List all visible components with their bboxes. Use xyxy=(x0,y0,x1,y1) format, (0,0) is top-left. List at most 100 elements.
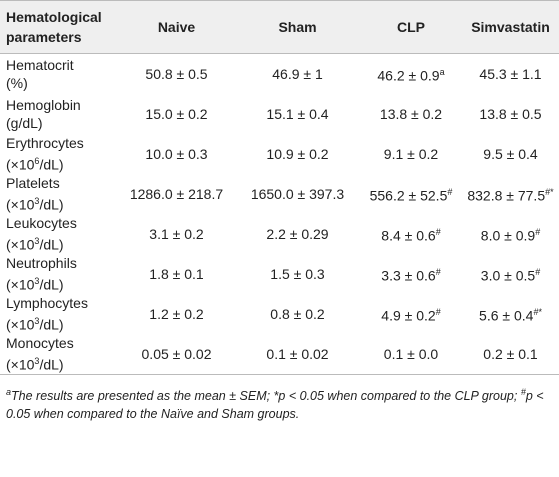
value-text: 3.0 ± 0.5 xyxy=(480,267,536,284)
value-text: 4.9 ± 0.2 xyxy=(381,307,436,324)
footnote-text: The results are presented as the mean ± … xyxy=(11,389,521,404)
unit-part: /dL) xyxy=(39,196,64,213)
value-superscript: # xyxy=(435,307,441,318)
table-row: Leukocytes (×103/dL) 3.1 ± 0.2 2.2 ± 0.29 8.… xyxy=(0,214,559,254)
table-row: Hemoglobin (g/dL) 15.0 ± 0.2 15.1 ± 0.4 13.8… xyxy=(0,94,559,134)
value-text: 10.9 ± 0.2 xyxy=(266,146,329,162)
table-row: Platelets (×103/dL) 1286.0 ± 218.7 1650.0 ±… xyxy=(0,174,559,214)
value-cell: 8.4 ± 0.6# xyxy=(360,214,462,254)
table-row: Lymphocytes (×103/dL) 1.2 ± 0.2 0.8 ± 0.2 4.… xyxy=(0,294,559,334)
value-cell: 556.2 ± 52.5# xyxy=(360,174,462,214)
value-text: 1650.0 ± 397.3 xyxy=(250,186,345,202)
value-text: 8.0 ± 0.9 xyxy=(480,227,536,244)
value-superscript: # xyxy=(435,267,441,278)
footnote-superscript: # xyxy=(520,387,526,397)
table-row: Hematocrit (%) 50.8 ± 0.5 46.9 ± 1 46.2 ± 0.… xyxy=(0,54,559,95)
value-cell: 0.1 ± 0.02 xyxy=(235,334,360,375)
parameter-name: Monocytes xyxy=(6,335,74,352)
value-cell: 3.3 ± 0.6# xyxy=(360,254,462,294)
value-cell: 46.9 ± 1 xyxy=(235,54,360,95)
value-superscript: # xyxy=(447,187,453,198)
value-cell: 1650.0 ± 397.3 xyxy=(235,174,360,214)
table-row: Neutrophils (×103/dL) 1.8 ± 0.1 1.5 ± 0.3 3.… xyxy=(0,254,559,294)
value-cell: 15.1 ± 0.4 xyxy=(235,94,360,134)
value-text: 0.1 ± 0.0 xyxy=(383,346,439,362)
value-text: 50.8 ± 0.5 xyxy=(145,66,208,82)
unit-part: /dL) xyxy=(39,156,64,173)
unit-part: (×10 xyxy=(6,276,35,293)
value-cell: 1.2 ± 0.2 xyxy=(118,294,235,334)
value-cell: 13.8 ± 0.2 xyxy=(360,94,462,134)
parameter-cell: Hemoglobin (g/dL) xyxy=(0,94,118,134)
value-cell: 10.9 ± 0.2 xyxy=(235,134,360,174)
parameter-cell: Hematocrit (%) xyxy=(0,54,118,95)
value-cell: 9.1 ± 0.2 xyxy=(360,134,462,174)
value-text: 13.8 ± 0.2 xyxy=(379,106,443,122)
value-cell: 0.05 ± 0.02 xyxy=(118,334,235,375)
value-cell: 2.2 ± 0.29 xyxy=(235,214,360,254)
value-text: 45.3 ± 1.1 xyxy=(479,66,542,82)
table-row: Monocytes (×103/dL) 0.05 ± 0.02 0.1 ± 0.02 0… xyxy=(0,334,559,375)
value-text: 0.8 ± 0.2 xyxy=(270,306,325,322)
value-text: 2.2 ± 0.29 xyxy=(266,226,329,242)
unit-part: /dL) xyxy=(39,356,64,373)
value-cell: 0.1 ± 0.0 xyxy=(360,334,462,375)
value-cell: 3.1 ± 0.2 xyxy=(118,214,235,254)
value-cell: 9.5 ± 0.4 xyxy=(462,134,559,174)
value-text: 15.1 ± 0.4 xyxy=(266,106,329,122)
value-text: 1.8 ± 0.1 xyxy=(149,266,204,282)
value-text: 46.9 ± 1 xyxy=(272,66,323,82)
unit-part: 6 xyxy=(34,156,40,167)
value-superscript: #* xyxy=(533,307,542,318)
unit-part: /dL) xyxy=(39,236,64,253)
value-cell: 4.9 ± 0.2# xyxy=(360,294,462,334)
parameter-name: Hemoglobin xyxy=(6,97,81,113)
parameter-name: Erythrocytes xyxy=(6,135,84,152)
value-text: 1.5 ± 0.3 xyxy=(270,266,325,282)
table-body: Hematocrit (%) 50.8 ± 0.5 46.9 ± 1 46.2 ± 0.… xyxy=(0,54,559,375)
value-superscript: #* xyxy=(545,187,554,198)
unit-part: (×10 xyxy=(6,196,35,213)
unit-part: 3 xyxy=(34,236,40,247)
column-header: Naive xyxy=(118,0,235,54)
value-text: 46.2 ± 0.9 xyxy=(377,67,440,84)
parameter-name: Leukocytes xyxy=(6,215,77,232)
unit-part: (×10 xyxy=(6,316,35,333)
value-cell: 13.8 ± 0.5 xyxy=(462,94,559,134)
parameter-name: Hematocrit xyxy=(6,57,74,73)
value-text: 832.8 ± 77.5 xyxy=(467,187,546,204)
value-cell: 46.2 ± 0.9a xyxy=(360,54,462,95)
value-text: 9.5 ± 0.4 xyxy=(483,146,538,162)
unit-part: 3 xyxy=(34,196,40,207)
value-text: 5.6 ± 0.4 xyxy=(479,307,534,324)
value-cell: 45.3 ± 1.1 xyxy=(462,54,559,95)
unit-part: (%) xyxy=(6,75,28,91)
value-text: 1286.0 ± 218.7 xyxy=(129,186,224,202)
value-text: 15.0 ± 0.2 xyxy=(145,106,208,122)
value-text: 3.3 ± 0.6 xyxy=(381,267,436,284)
footnote: aThe results are presented as the mean ±… xyxy=(0,375,559,423)
value-cell: 3.0 ± 0.5# xyxy=(462,254,559,294)
value-text: 0.05 ± 0.02 xyxy=(141,346,212,362)
unit-part: /dL) xyxy=(39,276,64,293)
parameter-cell: Erythrocytes (×106/dL) xyxy=(0,134,118,174)
value-cell: 8.0 ± 0.9# xyxy=(462,214,559,254)
value-text: 0.2 ± 0.1 xyxy=(483,346,538,362)
parameter-name: Lymphocytes xyxy=(6,295,88,312)
table-row: Erythrocytes (×106/dL) 10.0 ± 0.3 10.9 ± 0.… xyxy=(0,134,559,174)
footnote-text: p < 0.05 when compared to the Naïve and … xyxy=(6,389,544,422)
unit-part: (×10 xyxy=(6,356,35,373)
unit-part: (×10 xyxy=(6,236,35,253)
value-text: 13.8 ± 0.5 xyxy=(479,106,542,122)
parameter-name: Platelets xyxy=(6,175,60,192)
column-header: Hematological parameters xyxy=(0,0,118,54)
unit-part: 3 xyxy=(34,276,40,287)
parameter-cell: Monocytes (×103/dL) xyxy=(0,334,118,375)
value-cell: 1286.0 ± 218.7 xyxy=(118,174,235,214)
value-cell: 1.5 ± 0.3 xyxy=(235,254,360,294)
unit-part: (g/dL) xyxy=(6,115,43,131)
data-table: Hematological parameters Naive Sham CLP Simv… xyxy=(0,0,559,375)
parameter-cell: Lymphocytes (×103/dL) xyxy=(0,294,118,334)
parameter-cell: Platelets (×103/dL) xyxy=(0,174,118,214)
